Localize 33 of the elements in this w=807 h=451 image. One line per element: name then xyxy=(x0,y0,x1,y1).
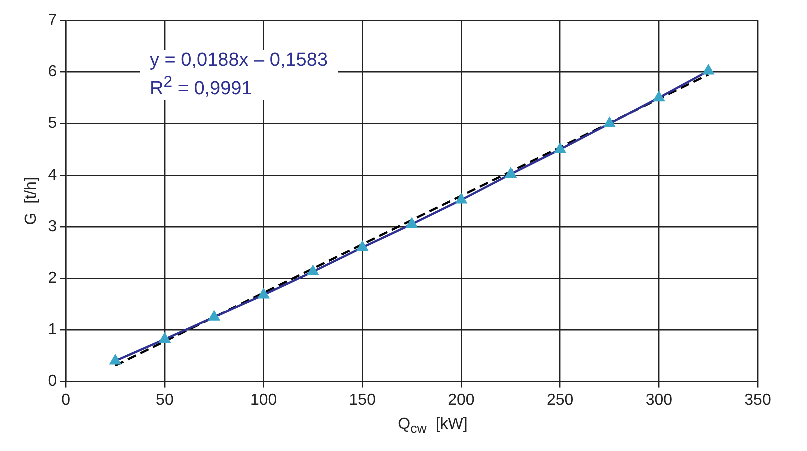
y-tick-label: 4 xyxy=(48,166,58,184)
point xyxy=(308,266,319,276)
x-tick-label: 350 xyxy=(744,392,772,409)
y-tick-label: 7 xyxy=(48,12,58,30)
y-tick-label: 5 xyxy=(48,115,58,132)
x-tick-label: 250 xyxy=(546,392,574,409)
point xyxy=(160,333,170,344)
x-tick-label: 100 xyxy=(250,392,278,409)
x-axis-title: Q$_{cw}$ [kW] xyxy=(397,416,469,436)
point xyxy=(604,118,616,128)
x-tick-label: 200 xyxy=(448,392,475,409)
annotation: R$^{2}$ = 0,9991 xyxy=(150,73,254,100)
point xyxy=(554,144,566,154)
y-tick-label: 1 xyxy=(48,322,58,339)
y-tick-label: 2 xyxy=(48,270,58,288)
point xyxy=(110,355,121,365)
annotation: y = 0,0188x – 0,1583 xyxy=(150,50,328,72)
point xyxy=(654,92,665,102)
point xyxy=(357,242,368,252)
point xyxy=(703,65,714,75)
point xyxy=(406,218,418,228)
x-tick-label: 150 xyxy=(349,392,376,409)
x-tick-label: 300 xyxy=(646,392,673,409)
point xyxy=(258,289,270,299)
y-tick-label: 3 xyxy=(48,218,58,236)
point xyxy=(208,311,220,321)
point xyxy=(505,168,516,178)
y-tick-label: 0 xyxy=(48,373,58,390)
x-tick-label: 0 xyxy=(62,392,71,409)
y-tick-label: 6 xyxy=(48,64,58,81)
point xyxy=(456,194,467,204)
x-tick-label: 50 xyxy=(156,392,174,409)
y-axis-title: G [t/h] xyxy=(23,177,40,226)
